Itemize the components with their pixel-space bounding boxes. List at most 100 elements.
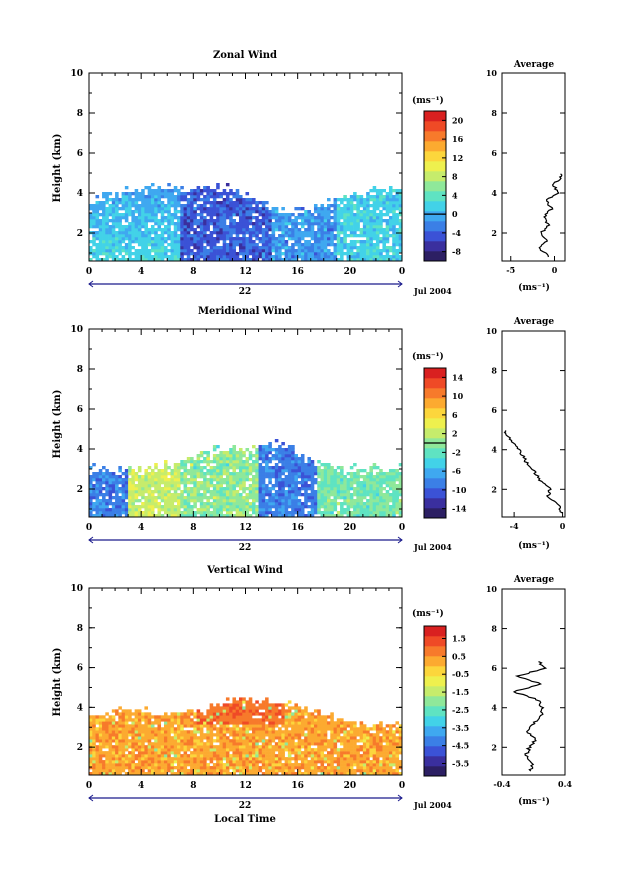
heatmap-cell <box>222 228 227 232</box>
heatmap-cell <box>92 505 96 509</box>
heatmap-cell <box>203 234 207 238</box>
heatmap-cell <box>356 204 360 208</box>
heatmap-cell <box>186 472 191 476</box>
heatmap-cell <box>147 249 152 253</box>
heatmap-cell <box>265 727 269 731</box>
heatmap-cell <box>115 733 119 737</box>
heatmap-cell <box>180 754 184 758</box>
heatmap-cell <box>268 493 272 497</box>
heatmap-cell <box>89 751 93 755</box>
heatmap-cell <box>235 748 240 752</box>
heatmap-cell <box>336 207 341 211</box>
heatmap-cell <box>398 493 403 497</box>
heatmap-cell <box>111 739 116 743</box>
heatmap-cell <box>362 475 367 479</box>
heatmap-cell <box>278 448 282 452</box>
heatmap-cell <box>382 189 386 193</box>
heatmap-cell <box>271 225 276 229</box>
heatmap-cell <box>154 463 158 467</box>
heatmap-cell <box>388 478 393 482</box>
heatmap-cell <box>232 493 237 497</box>
heatmap-cell <box>349 258 354 262</box>
heatmap-cell <box>89 739 93 743</box>
heatmap-cell <box>238 487 243 491</box>
heatmap-cell <box>203 255 207 259</box>
heatmap-cell <box>261 745 266 749</box>
heatmap-cell <box>89 484 93 488</box>
heatmap-cell <box>190 730 194 734</box>
heatmap-cell <box>121 766 126 770</box>
heatmap-cell <box>173 514 178 518</box>
heatmap-cell <box>375 252 380 256</box>
heatmap-cell <box>219 451 223 455</box>
heatmap-cell <box>137 213 142 217</box>
heatmap-cell <box>177 201 181 205</box>
heatmap-cell <box>177 772 181 776</box>
heatmap-cell <box>111 763 116 767</box>
heatmap-cell <box>154 478 158 482</box>
heatmap-cell <box>154 769 158 773</box>
heatmap-cell <box>177 745 181 749</box>
heatmap-cell <box>183 739 188 743</box>
heatmap-cell <box>98 481 103 485</box>
heatmap-cell <box>287 213 292 217</box>
heatmap-cell <box>177 252 181 256</box>
heatmap-cell <box>177 469 181 473</box>
heatmap-cell <box>186 745 191 749</box>
heatmap-cell <box>203 772 207 776</box>
heatmap-cell <box>255 754 259 758</box>
heatmap-cell <box>291 463 295 467</box>
heatmap-cell <box>209 469 214 473</box>
heatmap-cell <box>105 478 109 482</box>
heatmap-cell <box>252 216 256 220</box>
heatmap-cell <box>245 760 250 764</box>
heatmap-cell <box>193 207 197 211</box>
heatmap-cell <box>167 748 171 752</box>
heatmap-cell <box>196 751 201 755</box>
heatmap-cell <box>313 255 318 259</box>
heatmap-cell <box>160 246 165 250</box>
heatmap-cell <box>375 189 380 193</box>
heatmap-cell <box>261 475 266 479</box>
heatmap-cell <box>196 484 201 488</box>
heatmap-cell <box>232 772 237 776</box>
heatmap-cell <box>170 502 175 506</box>
heatmap-cell <box>183 760 188 764</box>
heatmap-cell <box>398 201 403 205</box>
heatmap-cell <box>323 514 328 518</box>
heatmap-cell <box>327 490 331 494</box>
heatmap-cell <box>349 481 354 485</box>
heatmap-cell <box>248 210 253 214</box>
heatmap-cell <box>144 508 148 512</box>
heatmap-cell <box>258 727 263 731</box>
heatmap-cell <box>225 736 230 740</box>
heatmap-cell <box>366 514 370 518</box>
heatmap-cell <box>102 249 106 253</box>
heatmap-cell <box>258 448 263 452</box>
heatmap-cell <box>147 721 152 725</box>
heatmap-cell <box>252 225 256 229</box>
heatmap-cell <box>235 502 240 506</box>
heatmap-cell <box>385 255 390 259</box>
heatmap-cell <box>154 490 158 494</box>
heatmap-cell <box>366 475 370 479</box>
heatmap-cell <box>160 481 165 485</box>
heatmap-cell <box>291 499 295 503</box>
heatmap-cell <box>372 207 377 211</box>
heatmap-cell <box>203 493 207 497</box>
heatmap-cell <box>369 493 373 497</box>
heatmap-cell <box>196 189 201 193</box>
heatmap-cell <box>170 508 175 512</box>
heatmap-cell <box>105 213 109 217</box>
heatmap-cell <box>252 475 256 479</box>
heatmap-cell <box>199 712 204 716</box>
heatmap-cell <box>180 258 184 262</box>
heatmap-cell <box>278 481 282 485</box>
heatmap-cell <box>199 237 204 241</box>
heatmap-cell <box>313 466 318 470</box>
heatmap-cell <box>137 718 142 722</box>
heatmap-cell <box>245 469 250 473</box>
heatmap-cell <box>395 243 400 247</box>
heatmap-cell <box>134 712 139 716</box>
heatmap-cell <box>225 478 230 482</box>
